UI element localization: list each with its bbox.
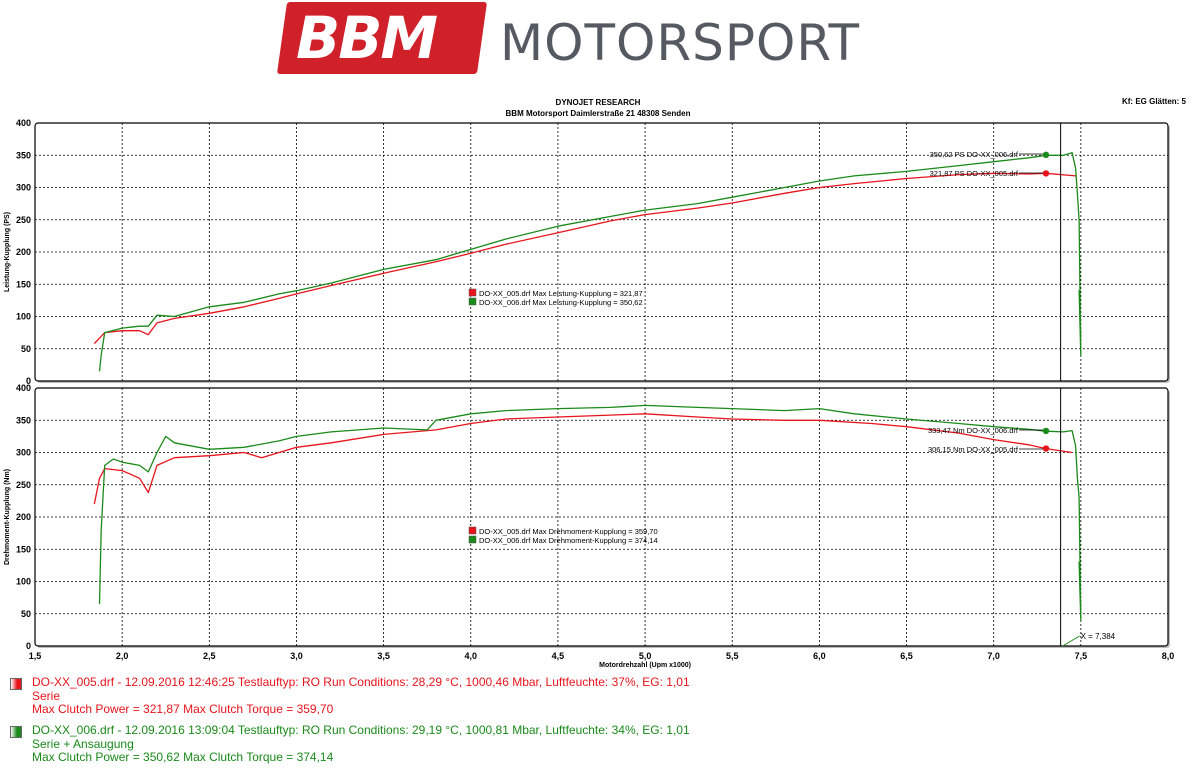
x-tick-label: 1,5 bbox=[29, 651, 42, 661]
max-value-label: DO-XX_005.drf Max Drehmoment-Kupplung = … bbox=[479, 527, 658, 536]
value-marker bbox=[1042, 170, 1050, 177]
chart-subtitle: BBM Motorsport Daimlerstraße 21 48308 Se… bbox=[505, 109, 691, 118]
legend-line: Serie bbox=[32, 688, 61, 703]
peak-annotation: 306,15 Nm DO-XX_005.drf bbox=[928, 445, 1019, 454]
y-tick-label: 400 bbox=[16, 118, 31, 128]
info-swatch bbox=[468, 535, 477, 544]
y-tick-label: 250 bbox=[16, 215, 31, 225]
y-tick-label: 50 bbox=[21, 609, 31, 619]
x-tick-label: 3,0 bbox=[290, 651, 303, 661]
info-swatch bbox=[468, 288, 477, 297]
legend-line: Max Clutch Power = 321,87 Max Clutch Tor… bbox=[32, 702, 334, 716]
max-value-label: DO-XX_005.drf Max Leistung-Kupplung = 32… bbox=[479, 289, 643, 298]
y-axis-label: Drehmoment-Kupplung (Nm) bbox=[4, 469, 11, 565]
info-swatch bbox=[468, 526, 477, 535]
value-marker bbox=[1042, 445, 1050, 452]
y-tick-label: 100 bbox=[16, 312, 31, 322]
peak-annotation: 321,87 PS DO-XX_005.drf bbox=[930, 169, 1019, 178]
y-tick-label: 200 bbox=[16, 247, 31, 257]
y-tick-label: 150 bbox=[16, 279, 31, 289]
y-tick-label: 350 bbox=[16, 150, 31, 160]
x-tick-label: 5,5 bbox=[726, 651, 739, 661]
legend-lines: DO-XX_006.drf - 12.09.2016 13:09:04 Test… bbox=[32, 723, 690, 765]
legend-line: Max Clutch Power = 350,62 Max Clutch Tor… bbox=[32, 750, 334, 764]
series-line-2 bbox=[98, 152, 1082, 372]
y-tick-label: 50 bbox=[21, 344, 31, 354]
y-tick-label: 250 bbox=[16, 480, 31, 490]
logo-word-text: MOTORSPORT bbox=[500, 14, 861, 72]
value-marker bbox=[1042, 427, 1050, 435]
peak-annotation: 333,47 Nm DO-XX_006.drf bbox=[928, 426, 1019, 435]
x-tick-label: 4,0 bbox=[465, 651, 478, 661]
series-line-1 bbox=[93, 172, 1076, 345]
value-marker bbox=[1042, 151, 1050, 159]
x-tick-label: 7,5 bbox=[1075, 651, 1088, 661]
legend-line: DO-XX_006.drf - 12.09.2016 13:09:04 Test… bbox=[32, 723, 690, 737]
peak-annotation: 350,62 PS DO-XX_006.drf bbox=[930, 150, 1019, 159]
y-tick-label: 350 bbox=[16, 415, 31, 425]
series-line-1 bbox=[93, 413, 1073, 505]
x-tick-label: 2,0 bbox=[116, 651, 129, 661]
y-tick-label: 100 bbox=[16, 577, 31, 587]
logo-brand-text: BBM bbox=[296, 4, 438, 72]
smoothing-info: Kf: EG Glätten: 5 bbox=[1121, 97, 1186, 106]
chart-title: DYNOJET RESEARCH bbox=[555, 98, 641, 107]
x-axis-label: Motordrehzahl (Upm x1000) bbox=[599, 662, 691, 669]
info-swatch bbox=[468, 297, 477, 306]
legend-lines: DO-XX_005.drf - 12.09.2016 12:46:25 Test… bbox=[32, 675, 690, 717]
max-value-label: DO-XX_006.drf Max Drehmoment-Kupplung = … bbox=[479, 536, 658, 545]
legend-swatch-icon bbox=[10, 678, 22, 690]
y-tick-label: 0 bbox=[26, 376, 31, 386]
y-tick-label: 400 bbox=[16, 383, 31, 393]
bbm-logo: BBM MOTORSPORT bbox=[276, 0, 920, 80]
series-line-2 bbox=[98, 404, 1082, 621]
x-tick-label: 5,0 bbox=[639, 651, 652, 661]
x-tick-label: 4,5 bbox=[552, 651, 565, 661]
y-tick-label: 300 bbox=[16, 183, 31, 193]
x-tick-label: 2,5 bbox=[203, 651, 216, 661]
y-tick-label: 200 bbox=[16, 512, 31, 522]
y-tick-label: 150 bbox=[16, 544, 31, 554]
legend-line: DO-XX_005.drf - 12.09.2016 12:46:25 Test… bbox=[32, 675, 690, 689]
x-tick-label: 8,0 bbox=[1162, 651, 1175, 661]
y-tick-label: 0 bbox=[26, 641, 31, 651]
y-tick-label: 300 bbox=[16, 448, 31, 458]
y-axis-label: Leistung-Kupplung (PS) bbox=[4, 212, 11, 292]
x-tick-label: 7,0 bbox=[987, 651, 1000, 661]
cursor-readout: X = 7,384 bbox=[1081, 632, 1116, 641]
x-tick-label: 3,5 bbox=[377, 651, 390, 661]
max-value-label: DO-XX_006.drf Max Leistung-Kupplung = 35… bbox=[479, 298, 643, 307]
legend-swatch-icon bbox=[10, 726, 22, 738]
x-tick-label: 6,0 bbox=[813, 651, 826, 661]
legend-line: Serie + Ansaugung bbox=[32, 736, 134, 751]
x-tick-label: 6,5 bbox=[900, 651, 913, 661]
cursor-pointer bbox=[1062, 635, 1080, 647]
